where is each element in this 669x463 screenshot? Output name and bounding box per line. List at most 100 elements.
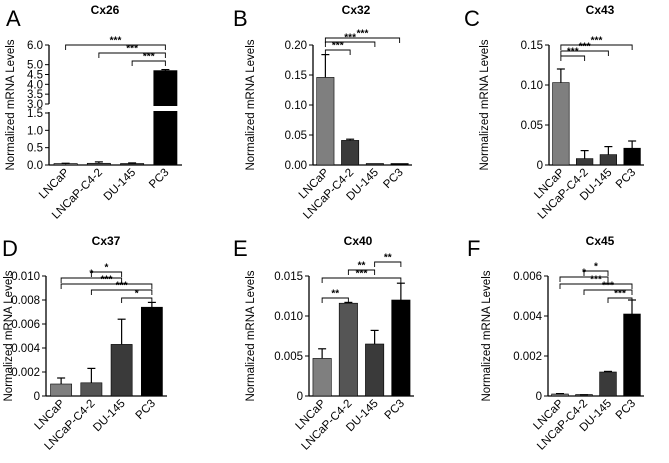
panel-E: E Cx40 Normalized mRNA Levels 0 0.005 0.010 0.… [233, 234, 414, 453]
x-tick-label: PC3 [614, 167, 638, 191]
significance-bracket [324, 37, 401, 43]
significance-bracket [347, 269, 376, 275]
bar-lncap [551, 393, 569, 397]
significance-stars: *** [332, 41, 344, 52]
significance-stars: *** [143, 52, 155, 63]
bar-lncap [552, 82, 570, 166]
y-tick-label: 3.5 [27, 89, 43, 101]
x-tick-label: PC3 [381, 167, 405, 191]
y-tick-label: 4.5 [27, 70, 43, 82]
panel-letter: B [233, 6, 248, 31]
chart-title: Cx26 [91, 3, 120, 17]
significance-stars: * [594, 262, 598, 273]
bar-du-145 [110, 344, 133, 397]
significance-stars: *** [602, 281, 614, 292]
significance-bracket [324, 41, 376, 47]
significance-stars: *** [101, 275, 113, 286]
bar-lncap [316, 77, 335, 166]
y-axis-label: Normalized mRNA Levels [245, 39, 257, 170]
bar-pc3 [153, 70, 178, 166]
bar-lncap-c4-2 [341, 140, 360, 166]
y-tick-label: 0 [297, 391, 303, 403]
y-tick-label: 0.05 [285, 130, 307, 142]
significance-bracket [374, 261, 402, 267]
bar-lncap-c4-2 [80, 382, 103, 397]
significance-bracket [321, 277, 402, 283]
bar-pc3 [140, 306, 163, 397]
panel-letter: A [6, 6, 21, 31]
y-tick-label: 0.004 [513, 311, 542, 323]
y-tick-label: 0.05 [521, 120, 543, 132]
y-tick-label: 0.00 [285, 160, 307, 172]
y-tick-label: 0.010 [274, 311, 303, 323]
significance-stars: *** [591, 36, 603, 47]
y-tick-label: 0.006 [513, 271, 542, 283]
y-tick-label: 0.5 [27, 143, 43, 155]
x-tick-label: PC3 [614, 398, 638, 422]
y-tick-label: 4.0 [27, 79, 43, 91]
panel-F: F Cx45 Normalized mRNA Levels 0 0.002 0.004 0.… [467, 234, 644, 453]
significance-stars: ** [358, 261, 366, 272]
significance-bracket [60, 283, 153, 289]
bar-du-145 [365, 343, 385, 397]
panel-letter: D [2, 236, 18, 261]
significance-stars: * [89, 269, 93, 280]
bar-pc3 [623, 313, 641, 397]
significance-bracket [583, 270, 609, 276]
significance-stars: *** [567, 47, 579, 58]
x-tick-label: PC3 [134, 398, 158, 422]
y-tick-label: 5.0 [27, 60, 43, 72]
chart-title: Cx45 [586, 234, 615, 248]
y-tick-label: 0.20 [285, 40, 307, 52]
significance-bracket [324, 49, 351, 55]
chart-title: Cx43 [586, 3, 615, 17]
y-tick-label: 1.5 [27, 108, 43, 120]
y-tick-label: 0.15 [521, 40, 543, 52]
significance-stars: *** [614, 289, 626, 300]
y-tick-label: 0.0 [27, 160, 43, 172]
significance-stars: * [135, 289, 139, 300]
chart-title: Cx37 [92, 234, 121, 248]
significance-bracket [560, 44, 633, 50]
y-tick-label: 6.0 [27, 40, 43, 52]
panel-D: D Cx37 Normalized mRNA Levels 0 0.002 0.004 0.… [2, 234, 167, 453]
bar-lncap-c4-2 [338, 302, 358, 397]
x-tick-label: PC3 [383, 398, 407, 422]
y-tick-label: 0.002 [11, 367, 40, 379]
y-tick-label: 3.0 [27, 99, 43, 111]
chart-title: Cx40 [344, 234, 373, 248]
x-tick-label: DU-145 [102, 167, 139, 204]
bar-pc3 [623, 147, 641, 166]
significance-bracket [98, 52, 166, 58]
axis-break [152, 106, 179, 111]
chart-title: Cx32 [342, 3, 371, 17]
y-tick-label: 0 [536, 391, 542, 403]
y-axis-label: Normalized mRNA Levels [5, 39, 17, 170]
panel-letter: E [233, 236, 248, 261]
y-tick-label: 0 [34, 391, 40, 403]
significance-bracket [90, 289, 153, 295]
y-axis-label: Normalized mRNA Levels [479, 39, 491, 170]
significance-bracket [559, 276, 609, 282]
y-tick-label: 0.10 [285, 100, 307, 112]
y-axis-label: Normalized mRNA Levels [481, 270, 493, 401]
y-tick-label: 0.010 [11, 271, 40, 283]
bar-du-145 [599, 371, 617, 397]
significance-bracket [321, 297, 349, 303]
significance-bracket [560, 50, 609, 56]
y-tick-label: 0.006 [11, 319, 40, 331]
significance-stars: *** [579, 42, 591, 53]
bar-du-145 [120, 163, 145, 166]
y-axis-label: Normalized mRNA Levels [3, 270, 15, 401]
y-tick-label: 0.15 [285, 70, 307, 82]
y-tick-label: 1.0 [27, 125, 43, 137]
significance-bracket [90, 271, 123, 277]
significance-stars: * [582, 268, 586, 279]
significance-stars: *** [116, 281, 128, 292]
y-tick-label: 0.002 [513, 351, 542, 363]
x-tick-label: PC3 [147, 167, 171, 191]
significance-bracket [121, 297, 153, 303]
panel-B: B Cx32 Normalized mRNA Levels 0.00 0.05 0.10 0… [233, 3, 412, 222]
significance-bracket [583, 289, 633, 295]
significance-stars: *** [590, 275, 602, 286]
